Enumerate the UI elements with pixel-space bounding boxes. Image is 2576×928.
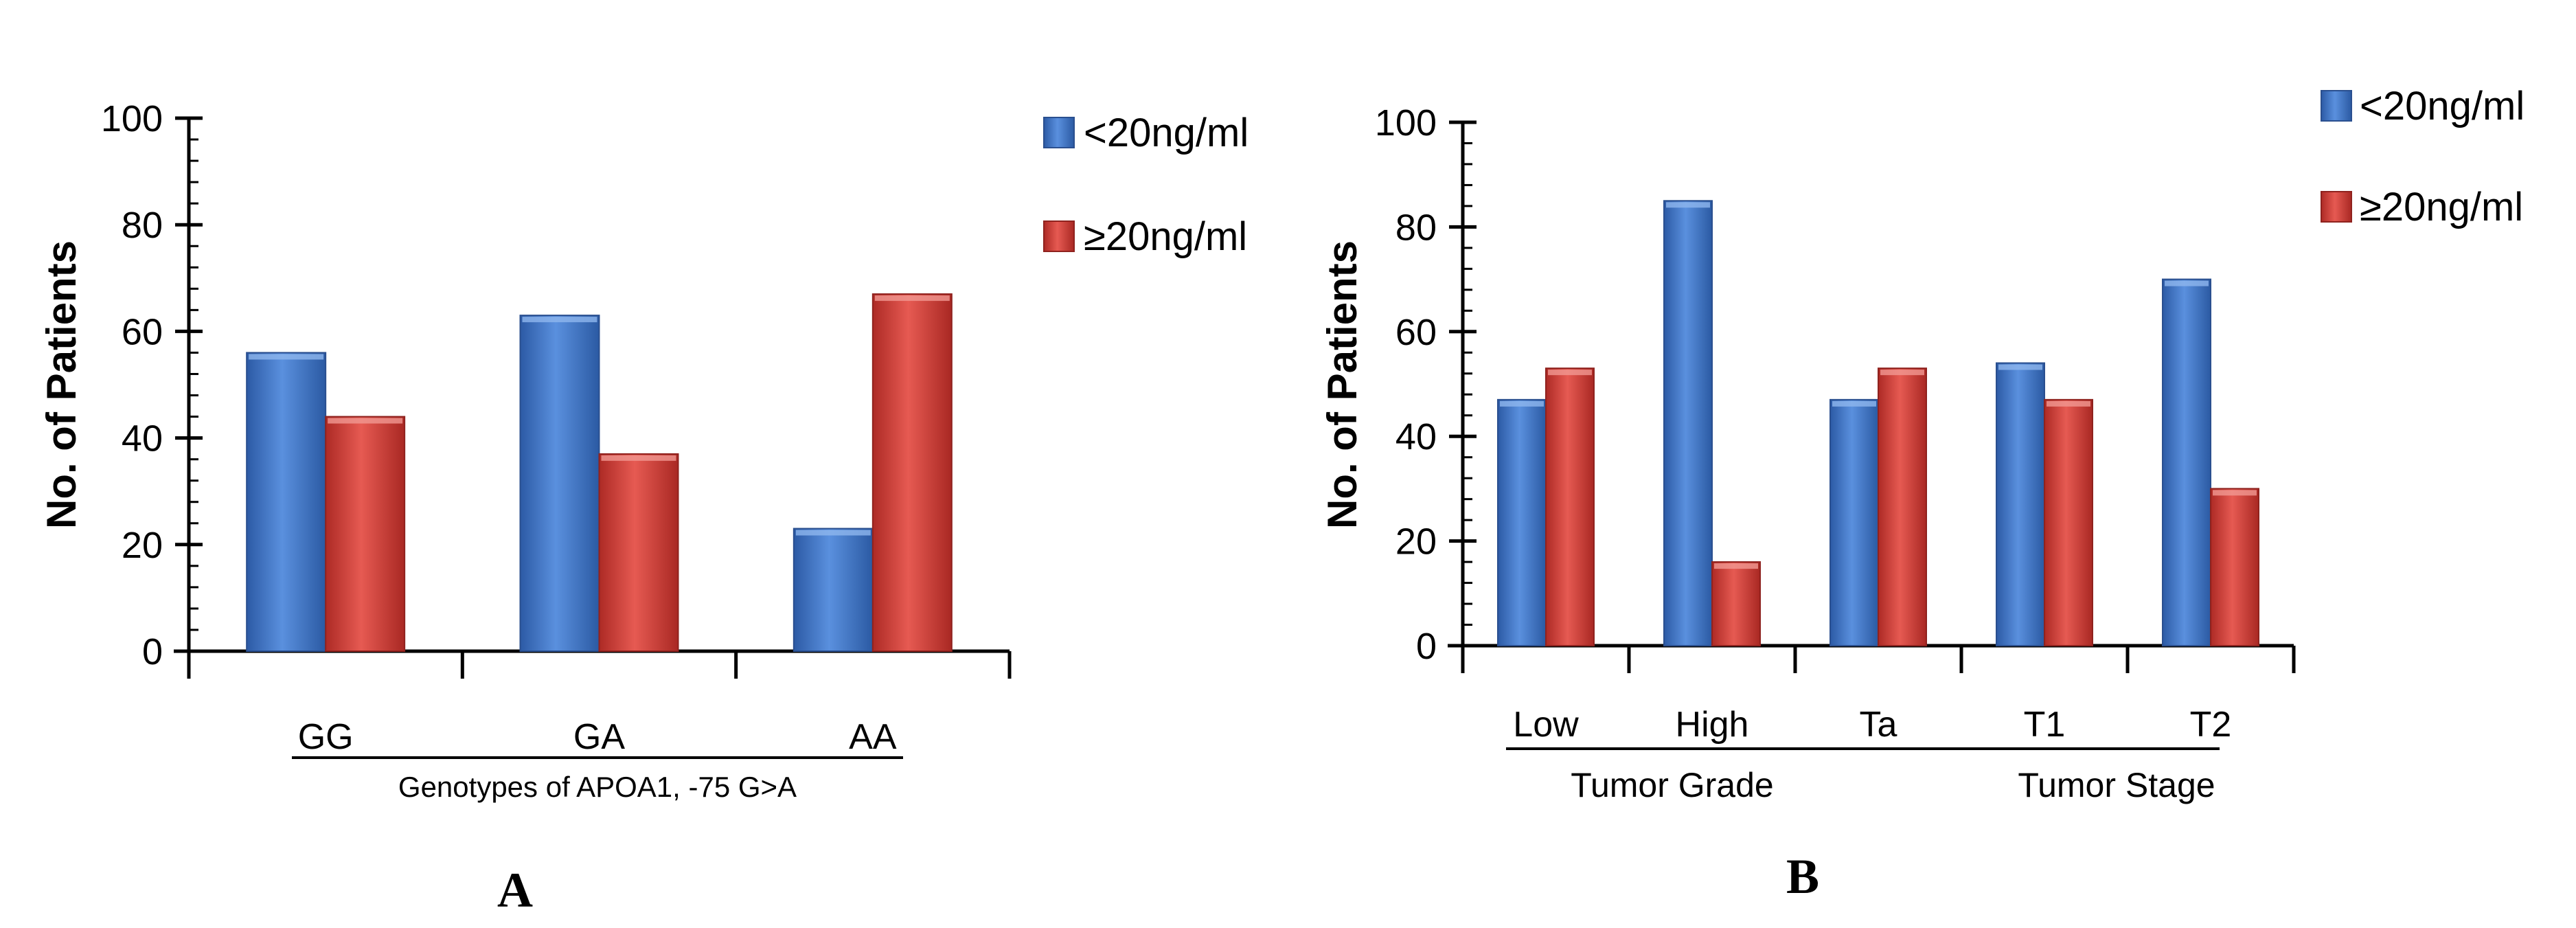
bar-bevel	[1880, 370, 1924, 376]
y-tick-label: 20	[122, 525, 163, 566]
category-group-label: Tumor Grade	[1571, 766, 1773, 804]
y-tick-label: 0	[142, 631, 163, 672]
y-axis-title: No. of Patients	[1319, 240, 1365, 529]
x-category-label: Low	[1513, 705, 1579, 745]
x-category-label: AA	[849, 717, 897, 757]
legend-swatch-lt20	[1043, 117, 1075, 148]
category-group-label: Tumor Stage	[2018, 766, 2215, 804]
bar-lt20-t1	[1996, 362, 2045, 647]
bar-lt20-high	[1663, 200, 1713, 646]
bar-bevel	[1666, 202, 1710, 208]
legend-label: ≥20ng/ml	[2360, 185, 2523, 229]
y-tick-label: 80	[1395, 207, 1437, 248]
y-tick-label: 100	[1375, 102, 1437, 144]
bar-bevel	[1714, 563, 1758, 569]
bar-bevel	[1548, 370, 1592, 376]
bar-lt20-aa	[793, 528, 874, 653]
bar-lt20-low	[1497, 398, 1547, 646]
bar-bevel	[328, 418, 403, 424]
bar-bevel	[2213, 490, 2257, 496]
chart-panel-a: 0 20 40 60 80 100 GG GA AA Genotypes of APOA1, -7…	[38, 98, 1249, 918]
bar-bevel	[522, 317, 597, 323]
bar-ge20-ga	[598, 453, 679, 652]
y-tick-label: 0	[1416, 626, 1437, 667]
x-category-label: GG	[298, 717, 354, 757]
legend-label: <20ng/ml	[1084, 111, 1249, 155]
bar-ge20-high	[1711, 561, 1761, 647]
legend-swatch-ge20	[2321, 191, 2352, 223]
x-category-label: Ta	[1860, 705, 1897, 745]
x-category-label: High	[1676, 705, 1749, 745]
bar-ge20-aa	[871, 293, 953, 652]
y-axis-title: No. of Patients	[38, 240, 84, 529]
bar-bevel	[601, 455, 676, 461]
legend-swatch-lt20	[2321, 90, 2352, 122]
legend-swatch-ge20	[1043, 220, 1075, 252]
bar-bevel	[2165, 280, 2209, 286]
bar-bevel	[249, 354, 324, 360]
bar-lt20-ga	[519, 315, 600, 652]
bar-bevel	[2047, 400, 2090, 407]
bar-bevel	[1832, 400, 1876, 407]
y-tick-label: 80	[122, 205, 163, 246]
bar-ge20-gg	[325, 416, 406, 652]
bar-bevel	[795, 530, 871, 536]
bar-ge20-t2	[2210, 488, 2259, 647]
y-tick-label: 60	[1395, 312, 1437, 353]
x-category-label: GA	[573, 717, 625, 757]
panel-label: A	[497, 863, 533, 918]
bar-bevel	[874, 295, 950, 302]
x-category-label: T1	[2024, 705, 2066, 745]
bar-lt20-t2	[2162, 278, 2211, 647]
y-tick-label: 40	[122, 418, 163, 460]
legend-label: ≥20ng/ml	[1084, 214, 1247, 259]
bar-ge20-low	[1545, 367, 1595, 646]
y-tick-label: 60	[122, 311, 163, 352]
x-category-label: T2	[2190, 705, 2232, 745]
x-axis-title: Genotypes of APOA1, -75 G>A	[398, 771, 797, 803]
bar-ge20-ta	[1878, 367, 1927, 646]
bar-lt20-gg	[246, 352, 327, 652]
bar-lt20-ta	[1830, 398, 1879, 646]
chart-panel-b: 0 20 40 60 80 100 Low High Ta T1 T2 Tumor Grade Tumo…	[1319, 84, 2524, 904]
bar-bevel	[1998, 364, 2042, 370]
panel-label: B	[1786, 849, 1819, 904]
legend-label: <20ng/ml	[2360, 84, 2524, 128]
y-tick-label: 100	[101, 98, 163, 139]
y-tick-label: 20	[1395, 521, 1437, 563]
bar-bevel	[1500, 400, 1544, 407]
bar-ge20-t1	[2044, 398, 2093, 646]
y-tick-label: 40	[1395, 416, 1437, 457]
